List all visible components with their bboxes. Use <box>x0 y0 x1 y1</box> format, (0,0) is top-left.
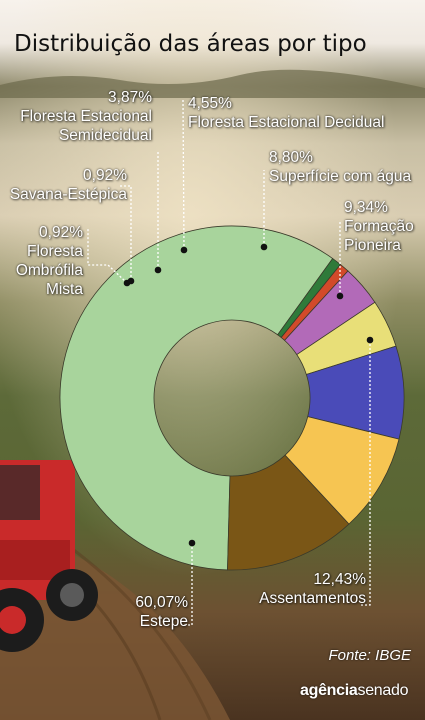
name-semidecidual-2: Semidecidual <box>58 127 152 144</box>
leader-estepe <box>184 543 193 626</box>
name-estepe: Estepe <box>139 613 188 630</box>
pct-semidecidual: 3,87% <box>108 89 152 106</box>
name-pioneira-1: Formação <box>344 218 414 235</box>
source-note: Fonte: IBGE <box>328 647 411 664</box>
label-semidecidual: 3,87% Floresta Estacional Semidecidual <box>20 88 152 145</box>
dot-pioneira <box>336 292 344 300</box>
dot-savana <box>127 277 135 285</box>
label-savana: 0,92% Savana-Estépica <box>10 166 127 204</box>
brand-part1: agência <box>300 682 358 699</box>
name-ombrofila-3: Mista <box>45 281 83 298</box>
pct-savana: 0,92% <box>83 167 127 184</box>
slice-estepe <box>59 225 334 571</box>
label-ombrofila: 0,92% Floresta Ombrófila Mista <box>16 223 83 299</box>
brand-logo: agênciasenado <box>300 682 409 700</box>
slice-assentamentos <box>227 454 350 571</box>
leader-ombrofila <box>87 228 128 284</box>
pct-decidual: 4,55% <box>188 95 232 112</box>
name-ombrofila-2: Ombrófila <box>15 262 83 279</box>
name-semidecidual-1: Floresta Estacional <box>20 108 152 125</box>
name-savana: Savana-Estépica <box>9 186 127 203</box>
dot-agua <box>260 243 268 251</box>
label-assentamentos: 12,43% Assentamentos <box>259 570 366 608</box>
name-agua: Superfície com água <box>269 168 412 185</box>
pct-pioneira: 9,34% <box>344 199 388 216</box>
leader-decidual <box>182 99 185 251</box>
tractor-illustration <box>0 460 98 652</box>
pct-estepe: 60,07% <box>135 594 188 611</box>
label-decidual: 4,55% Floresta Estacional Decidual <box>188 94 384 132</box>
name-assentamentos: Assentamentos <box>259 590 366 607</box>
pct-assentamentos: 12,43% <box>313 571 366 588</box>
label-pioneira: 9,34% Formação Pioneira <box>344 198 414 255</box>
leader-assentamentos <box>360 340 371 606</box>
dot-assentamentos <box>366 336 374 344</box>
name-ombrofila-1: Floresta <box>27 243 83 260</box>
label-agua: 8,80% Superfície com água <box>269 148 411 186</box>
pct-agua: 8,80% <box>269 149 313 166</box>
dot-semidecidual <box>154 266 162 274</box>
chart-title: Distribuição das áreas por tipo <box>14 31 367 57</box>
dot-estepe <box>188 539 196 547</box>
label-estepe: 60,07% Estepe <box>135 593 188 631</box>
name-pioneira-2: Pioneira <box>344 237 401 254</box>
pct-ombrofila: 0,92% <box>39 224 83 241</box>
brand-part2: senado <box>357 682 409 699</box>
dot-decidual <box>180 246 188 254</box>
name-decidual: Floresta Estacional Decidual <box>188 114 385 131</box>
